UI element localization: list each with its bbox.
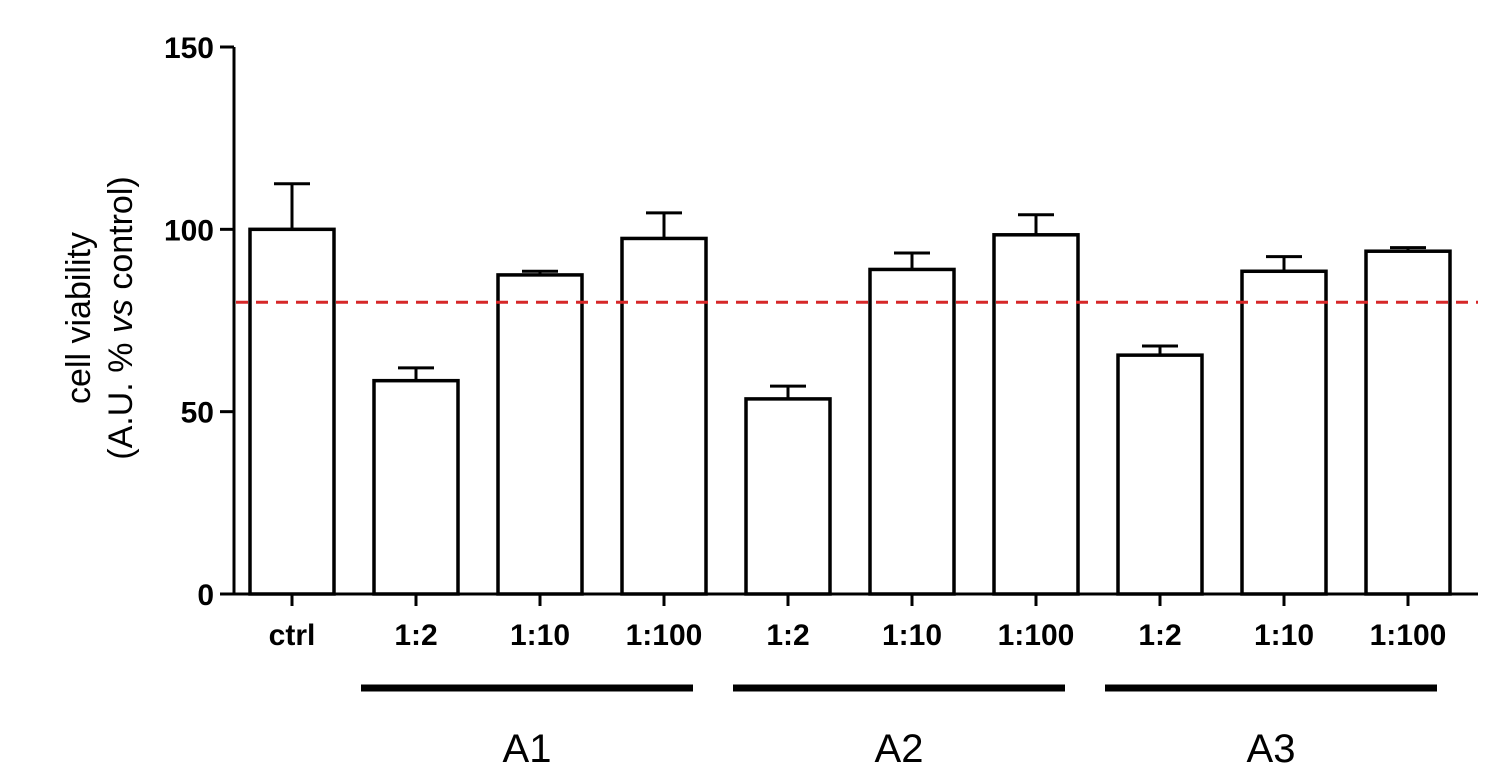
category-label: 1:100 — [626, 619, 703, 652]
category-label: 1:10 — [1254, 619, 1314, 652]
bar — [1116, 353, 1204, 596]
y-axis-title: cell viability (A.U. % vs control) — [60, 176, 140, 459]
category-label: 1:10 — [882, 619, 942, 652]
bar — [372, 378, 460, 596]
category-label: 1:2 — [766, 619, 809, 652]
group-brackets: A1 A2 A3 — [361, 684, 1437, 771]
category-label: 1:2 — [1138, 619, 1181, 652]
y-axis: 0 50 100 150 — [164, 32, 236, 612]
category-label: 1:100 — [1370, 619, 1447, 652]
bar — [620, 236, 708, 596]
group-label: A2 — [875, 727, 924, 771]
group-label: A1 — [503, 727, 552, 771]
bar — [496, 273, 584, 596]
y-axis-title-prefix: (A.U. % — [102, 333, 140, 460]
y-tick-label: 100 — [164, 214, 214, 247]
category-label: 1:100 — [998, 619, 1075, 652]
bar — [868, 267, 956, 596]
category-label: 1:2 — [394, 619, 437, 652]
x-axis — [232, 592, 1478, 606]
bar — [992, 233, 1080, 596]
bars — [248, 182, 1452, 596]
category-label: ctrl — [269, 619, 316, 652]
y-axis-title-italic: vs — [102, 299, 140, 333]
bar — [248, 227, 336, 596]
y-axis-title-suffix: control) — [102, 176, 140, 299]
category-labels: ctrl 1:2 1:10 1:100 1:2 1:10 1:100 1:2 1:10 1:100 — [269, 619, 1447, 652]
y-tick-label: 0 — [197, 579, 214, 612]
bar — [1240, 269, 1328, 596]
group-label: A3 — [1247, 727, 1296, 771]
y-tick-label: 50 — [181, 397, 214, 430]
bar — [744, 397, 832, 596]
category-label: 1:10 — [510, 619, 570, 652]
y-tick-label: 150 — [164, 32, 214, 65]
y-axis-title-line2: (A.U. % vs control) — [102, 176, 140, 459]
bar — [1364, 249, 1452, 596]
y-axis-title-line1: cell viability — [60, 232, 98, 404]
